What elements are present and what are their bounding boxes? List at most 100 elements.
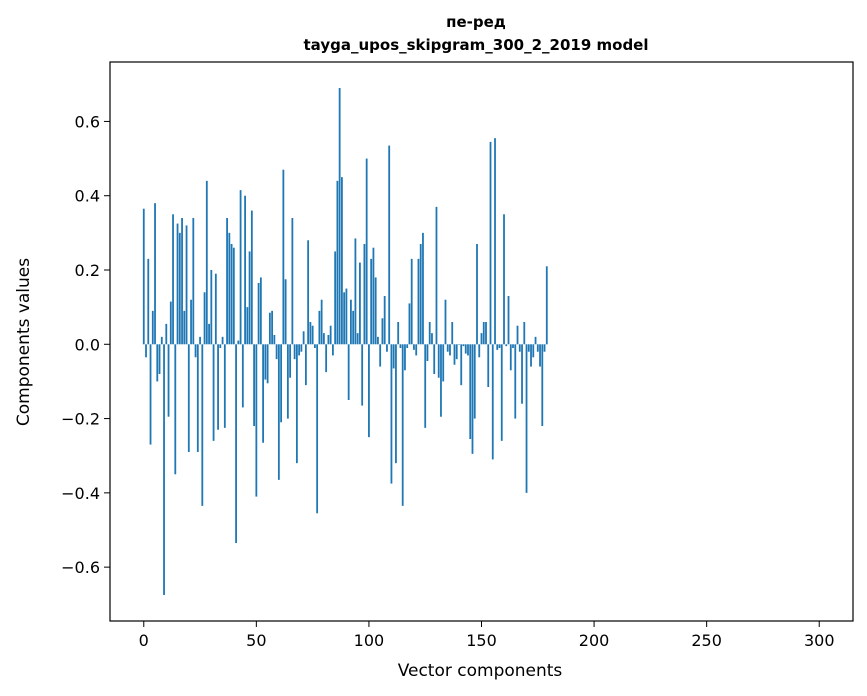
bar [208, 323, 210, 345]
bar [426, 344, 429, 361]
bar [181, 218, 183, 345]
bar-series [142, 88, 548, 595]
bar [422, 232, 424, 345]
bar [444, 299, 447, 345]
bar [377, 336, 379, 345]
bar [460, 344, 463, 386]
bar [316, 344, 319, 514]
bar [404, 344, 406, 371]
y-axis-label: Components values [14, 258, 34, 426]
bar [505, 344, 508, 347]
bar [467, 344, 469, 356]
bar [473, 344, 476, 419]
bar [435, 206, 438, 345]
bar [379, 344, 382, 367]
bar [363, 244, 366, 345]
bar [169, 301, 172, 345]
bar [433, 344, 436, 374]
bar [219, 344, 222, 348]
bar [401, 344, 404, 506]
bar [417, 258, 420, 345]
chart-subtitle: tayga_upos_skipgram_300_2_2019 model [304, 36, 649, 54]
bar [151, 310, 154, 345]
bar [194, 344, 197, 358]
bar [174, 344, 177, 475]
bar [311, 325, 314, 345]
bar [280, 344, 283, 423]
bar [163, 344, 165, 595]
bar [309, 322, 312, 345]
bar [527, 344, 530, 352]
bar [262, 344, 264, 443]
bar [187, 344, 190, 452]
bar [185, 225, 188, 345]
bar [368, 344, 370, 438]
bar [329, 325, 332, 345]
bar [525, 344, 528, 493]
bar [419, 244, 422, 345]
bar [408, 303, 411, 345]
bar [149, 344, 152, 445]
bar [478, 344, 481, 358]
bar [413, 344, 415, 350]
bar [338, 88, 341, 345]
bar [264, 344, 267, 380]
y-tick-label: 0.4 [75, 187, 100, 206]
bar [302, 331, 305, 345]
bar [325, 344, 328, 373]
bar [327, 335, 330, 345]
y-tick-label: 0.0 [75, 335, 100, 354]
bar [516, 325, 519, 345]
bar [286, 344, 289, 419]
bar [295, 344, 298, 464]
bar [489, 141, 492, 345]
bar [284, 279, 287, 345]
bar [248, 251, 251, 345]
bar [237, 340, 240, 345]
bar [446, 344, 449, 352]
bar [374, 277, 377, 345]
bar [259, 277, 262, 345]
bar [190, 299, 192, 345]
bar [498, 344, 501, 348]
bar [291, 218, 294, 345]
bar [282, 169, 285, 345]
bar [469, 344, 472, 439]
bar [365, 158, 368, 345]
bar [203, 292, 206, 345]
bar [518, 344, 521, 352]
bar [228, 232, 231, 345]
bar [500, 344, 503, 441]
bar [392, 344, 395, 369]
bar [370, 258, 373, 345]
bar [372, 247, 375, 345]
bar [322, 333, 325, 345]
bar [172, 214, 174, 345]
bar [354, 238, 357, 345]
bar [145, 344, 147, 358]
y-tick-label: −0.2 [61, 410, 100, 429]
y-tick-label: 0.6 [75, 112, 100, 131]
bar [246, 307, 249, 345]
bar [142, 208, 145, 345]
bar [307, 240, 310, 345]
bar [476, 244, 478, 345]
bar [395, 344, 397, 464]
bar [536, 344, 539, 352]
bar [399, 344, 402, 348]
bar [487, 344, 490, 387]
bar [271, 310, 274, 345]
bar [462, 344, 465, 347]
x-axis-label: Vector components [398, 661, 563, 681]
bar [534, 336, 537, 345]
bar [273, 335, 276, 345]
bar [277, 344, 280, 480]
bar [541, 344, 544, 426]
bar [521, 344, 523, 404]
x-tick-label: 250 [691, 631, 722, 650]
bar [451, 322, 454, 345]
bar [381, 318, 384, 345]
bar [545, 266, 548, 345]
bar [455, 344, 458, 360]
bar [192, 218, 195, 345]
